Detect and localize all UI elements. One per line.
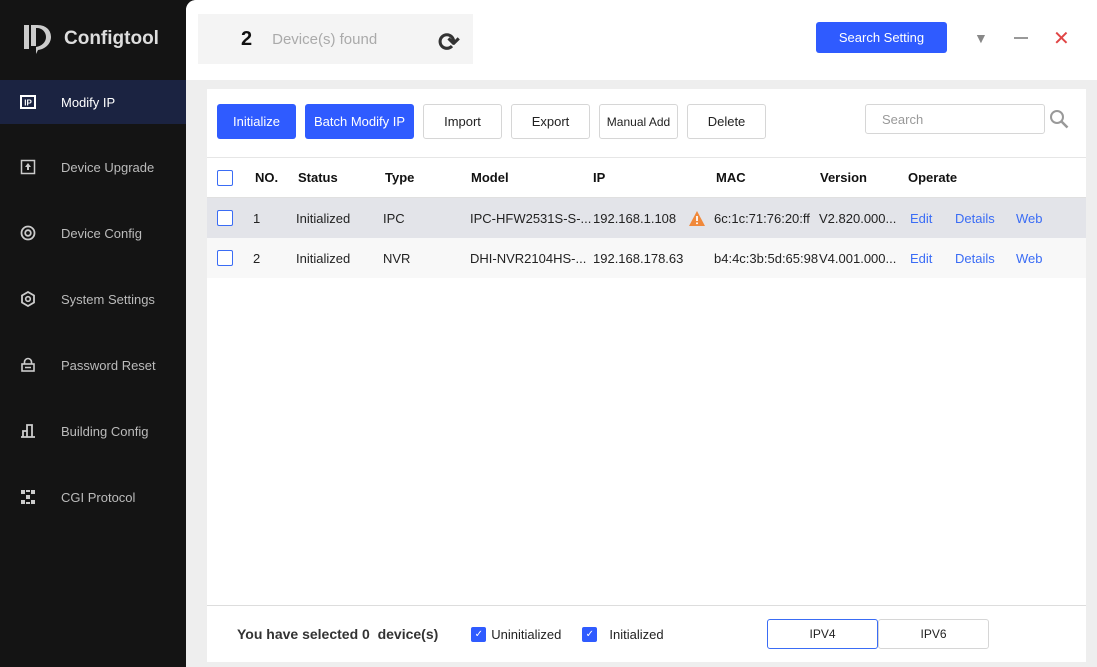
cell-mac: b4:4c:3b:5d:65:98 xyxy=(714,250,819,266)
edit-link[interactable]: Edit xyxy=(910,210,933,226)
row-checkbox[interactable] xyxy=(217,250,233,266)
details-link[interactable]: Details xyxy=(955,250,995,266)
table-row[interactable]: 2 Initialized NVR DHI-NVR2104HS-... 192.… xyxy=(207,238,1086,278)
col-model: Model xyxy=(471,170,509,185)
web-link[interactable]: Web xyxy=(1016,210,1043,226)
initialized-label: Initialized xyxy=(609,626,664,642)
sidebar: Configtool IP Modify IP Device Upgrade Devi… xyxy=(0,0,186,667)
close-icon[interactable]: ✕ xyxy=(1053,28,1070,50)
device-count: 2 xyxy=(241,27,253,50)
col-status: Status xyxy=(298,170,338,185)
col-ip: IP xyxy=(593,170,606,185)
web-link[interactable]: Web xyxy=(1016,250,1043,266)
cell-ip: 192.168.1.108 xyxy=(593,210,677,226)
cell-type: NVR xyxy=(383,250,411,266)
sidebar-item-label: Modify IP xyxy=(61,94,116,110)
ipv4-tab[interactable]: IPV4 xyxy=(767,619,878,649)
sidebar-item-label: Password Reset xyxy=(61,357,156,373)
sidebar-item-label: CGI Protocol xyxy=(61,489,136,505)
sidebar-item-label: Device Config xyxy=(61,225,142,241)
sidebar-item-label: Device Upgrade xyxy=(61,159,155,175)
col-no: NO. xyxy=(255,170,279,185)
building-icon xyxy=(20,423,36,439)
cell-status: Initialized xyxy=(296,250,351,266)
search-icon[interactable] xyxy=(1048,108,1070,130)
col-operate: Operate xyxy=(908,170,958,185)
selected-count-text: You have selected 0 device(s) xyxy=(237,626,439,642)
col-type: Type xyxy=(385,170,415,185)
initialize-button[interactable]: Initialize xyxy=(217,104,296,139)
search-setting-button[interactable]: Search Setting xyxy=(816,22,947,53)
uninitialized-checkbox[interactable]: ✓ xyxy=(471,626,487,642)
sidebar-item-password-reset[interactable]: Password Reset xyxy=(0,343,186,387)
table-row[interactable]: 1 Initialized IPC IPC-HFW2531S-S-... 192… xyxy=(207,198,1086,238)
lock-icon xyxy=(20,357,36,373)
sidebar-item-device-upgrade[interactable]: Device Upgrade xyxy=(0,145,186,189)
warning-icon xyxy=(689,210,705,226)
grid-icon xyxy=(20,489,36,505)
sidebar-item-label: System Settings xyxy=(61,291,155,307)
col-mac: MAC xyxy=(716,170,746,185)
initialized-checkbox[interactable]: ✓ xyxy=(582,626,598,642)
ipv6-tab[interactable]: IPV6 xyxy=(878,619,989,649)
import-button[interactable]: Import xyxy=(423,104,502,139)
export-button[interactable]: Export xyxy=(511,104,590,139)
logo-icon xyxy=(24,25,51,54)
device-panel: Initialize Batch Modify IP Import Export… xyxy=(207,89,1086,662)
upgrade-icon xyxy=(20,159,36,175)
batch-modify-ip-button[interactable]: Batch Modify IP xyxy=(305,104,414,139)
app-logo: Configtool xyxy=(20,22,159,56)
uninitialized-label: Uninitialized xyxy=(491,626,562,642)
ip-icon: IP xyxy=(20,94,36,110)
footer-bar: You have selected 0 device(s) ✓ Uninitia… xyxy=(207,605,1086,662)
delete-button[interactable]: Delete xyxy=(687,104,766,139)
cell-model: IPC-HFW2531S-S-... xyxy=(470,210,592,226)
search-input[interactable] xyxy=(865,104,1045,134)
app-title: Configtool xyxy=(64,28,159,49)
cell-model: DHI-NVR2104HS-... xyxy=(470,250,587,266)
details-link[interactable]: Details xyxy=(955,210,995,226)
minimize-icon[interactable] xyxy=(1014,37,1028,39)
cell-status: Initialized xyxy=(296,210,351,226)
main-area: 2 Device(s) found ⟳ Search Setting ▼ ✕ I… xyxy=(186,0,1097,667)
row-checkbox[interactable] xyxy=(217,210,233,226)
cell-no: 2 xyxy=(253,250,261,266)
dropdown-menu-icon[interactable]: ▼ xyxy=(974,30,988,46)
cell-no: 1 xyxy=(253,210,261,226)
manual-add-button[interactable]: Manual Add xyxy=(599,104,678,139)
config-icon xyxy=(20,225,36,241)
cell-mac: 6c:1c:71:76:20:ff xyxy=(714,210,810,226)
cell-version: V4.001.000... xyxy=(819,250,897,266)
sidebar-item-building-config[interactable]: Building Config xyxy=(0,409,186,453)
device-count-box: 2 Device(s) found ⟳ xyxy=(198,14,473,64)
cell-ip: 192.168.178.63 xyxy=(593,250,684,266)
sidebar-item-device-config[interactable]: Device Config xyxy=(0,211,186,255)
sidebar-item-cgi-protocol[interactable]: CGI Protocol xyxy=(0,475,186,519)
sidebar-item-system-settings[interactable]: System Settings xyxy=(0,277,186,321)
sidebar-item-modify-ip[interactable]: IP Modify IP xyxy=(0,80,186,124)
select-all-checkbox[interactable] xyxy=(217,169,233,186)
table-header: NO. Status Type Model IP MAC Version Ope… xyxy=(207,157,1086,198)
refresh-icon[interactable]: ⟳ xyxy=(438,27,460,57)
header: 2 Device(s) found ⟳ Search Setting ▼ ✕ xyxy=(186,0,1097,80)
settings-icon xyxy=(20,291,36,307)
cell-type: IPC xyxy=(383,210,405,226)
devices-found-label: Device(s) found xyxy=(272,30,378,48)
col-version: Version xyxy=(820,170,867,185)
sidebar-item-label: Building Config xyxy=(61,423,149,439)
svg-text:IP: IP xyxy=(24,99,32,108)
edit-link[interactable]: Edit xyxy=(910,250,933,266)
cell-version: V2.820.000... xyxy=(819,210,897,226)
